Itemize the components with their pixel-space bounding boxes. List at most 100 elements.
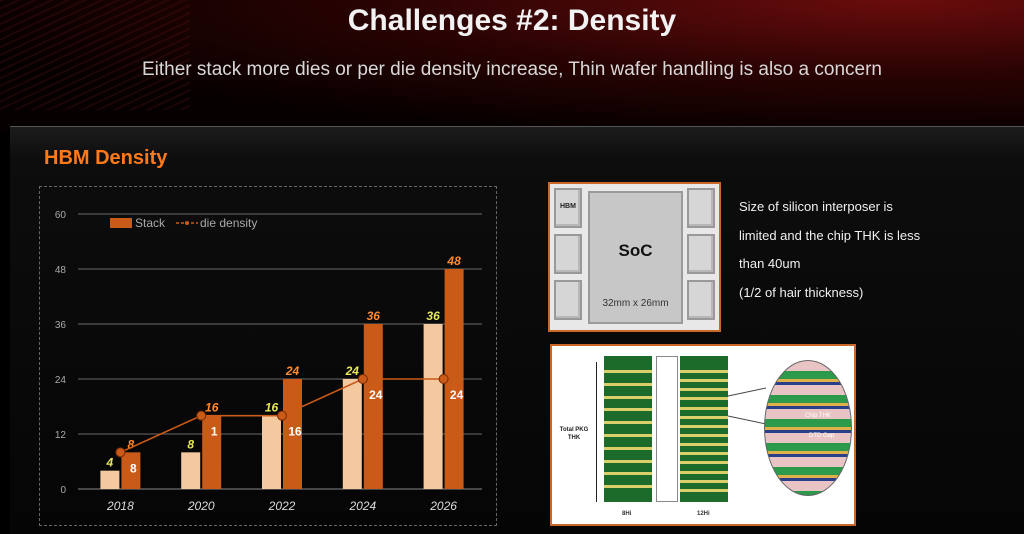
description-line: (1/2 of hair thickness) xyxy=(739,284,864,300)
hbm-density-chart: 0 12 24 36 48 60 4 8 2018 8 16 2020 16 24 2022 24 36 2024… xyxy=(39,186,497,526)
callout-lines xyxy=(728,387,767,425)
stack-label-12hi: 12Hi xyxy=(697,511,710,517)
die-density-point xyxy=(196,410,207,421)
section-title: HBM Density xyxy=(44,147,168,169)
description-line: limited and the chip THK is less xyxy=(739,227,921,243)
cross-section-detail: Chip THK DTD Gap xyxy=(764,360,852,496)
bar-stack-value-label: 48 xyxy=(446,254,461,268)
soc-size-label: 32mm x 26mm xyxy=(602,298,669,309)
y-tick-label: 12 xyxy=(55,430,67,441)
die-layer xyxy=(680,424,728,428)
die-layer xyxy=(680,443,728,447)
hbm-label: HBM xyxy=(560,203,576,210)
interposer-description: Size of silicon interposer is limited an… xyxy=(739,193,979,307)
dtd-gap-label: DTD Gap xyxy=(809,433,835,439)
y-tick-label: 36 xyxy=(55,320,67,331)
die-layer xyxy=(680,479,728,483)
die-layer xyxy=(604,421,652,425)
hbm-block xyxy=(687,188,715,228)
hbm-stack-8hi xyxy=(604,356,652,502)
base-die xyxy=(656,356,678,502)
legend-density-marker xyxy=(185,221,189,225)
die-density-label: 8 xyxy=(130,461,137,475)
die-density-point xyxy=(438,374,449,384)
die-layer xyxy=(604,485,652,489)
header-background xyxy=(0,0,1024,130)
description-line: than 40um xyxy=(739,256,801,271)
die-layer xyxy=(680,452,728,456)
legend-stack-label: Stack xyxy=(135,216,166,230)
soc-diagram: HBM SoC 32mm x 26mm xyxy=(548,182,721,332)
die-layer xyxy=(604,408,652,412)
slide-title: Challenges #2: Density xyxy=(347,4,677,37)
die-density-label: 16 xyxy=(288,425,302,439)
die-layer xyxy=(604,472,652,476)
die-layer xyxy=(604,434,652,437)
hbm-block xyxy=(687,234,715,274)
y-tick-label: 60 xyxy=(55,210,67,221)
x-tick-label: 2022 xyxy=(268,499,296,513)
soc-die: SoC 32mm x 26mm xyxy=(588,191,683,324)
y-tick-label: 0 xyxy=(60,485,66,496)
die-layer xyxy=(680,434,728,437)
bar-stack xyxy=(283,379,302,489)
bar-stack xyxy=(363,324,383,489)
legend-density-label: die density xyxy=(200,216,257,230)
hbm-block xyxy=(554,234,582,274)
chart-svg: 0122436486048201881620201624202224362024… xyxy=(55,210,482,513)
die-density-label: 1 xyxy=(211,425,218,439)
description-line: Size of silicon interposer is xyxy=(739,199,893,214)
bar-light-value-label: 24 xyxy=(345,364,360,378)
bar-stack xyxy=(121,452,141,489)
die-layer xyxy=(680,388,728,392)
die-layer xyxy=(680,397,728,401)
x-tick-label: 2024 xyxy=(348,499,376,513)
bar-stack-value-label: 36 xyxy=(367,309,381,323)
die-layer xyxy=(604,370,652,373)
die-density-label: 24 xyxy=(369,388,383,402)
bar-light xyxy=(342,379,362,489)
bar-light-value-label: 36 xyxy=(426,309,440,323)
slide-subtitle: Either stack more dies or per die densit… xyxy=(142,59,882,80)
package-thickness-diagram: Total PKG THK 8Hi 12Hi Chip THK DTD Gap xyxy=(550,344,856,526)
die-layer xyxy=(680,370,728,373)
total-pkg-label: Total PKG THK xyxy=(554,426,594,442)
die-layer xyxy=(680,406,728,410)
die-layer xyxy=(680,488,728,492)
hbm-stack-12hi xyxy=(680,356,728,502)
total-pkg-label-line: THK xyxy=(567,435,581,441)
die-density-label: 24 xyxy=(450,388,464,402)
x-tick-label: 2018 xyxy=(106,499,134,513)
hbm-block xyxy=(554,280,582,320)
die-layer xyxy=(680,470,728,474)
bar-stack-value-label: 16 xyxy=(205,401,219,415)
hbm-block xyxy=(687,280,715,320)
y-tick-label: 24 xyxy=(55,375,67,386)
bar-light-value-label: 4 xyxy=(106,456,114,470)
die-layer xyxy=(680,379,728,383)
stack-label-8hi: 8Hi xyxy=(622,511,632,517)
bar-stack-value-label: 8 xyxy=(128,437,135,451)
die-layer xyxy=(604,446,652,450)
soc-label: SoC xyxy=(618,241,653,260)
bar-light xyxy=(262,415,281,489)
die-density-point xyxy=(115,447,126,458)
die-layer xyxy=(680,461,728,465)
bar-light xyxy=(100,470,120,489)
bar-light-value-label: 16 xyxy=(265,401,279,415)
bar-stack-value-label: 24 xyxy=(285,364,300,378)
die-layer xyxy=(680,415,728,419)
chip-thk-label: Chip THK xyxy=(805,413,831,419)
die-layer xyxy=(604,459,652,463)
die-layer xyxy=(604,382,652,386)
bar-stack xyxy=(444,269,464,489)
bar-light xyxy=(181,452,201,489)
thickness-arrow xyxy=(596,362,597,502)
x-tick-label: 2020 xyxy=(187,499,215,513)
die-layer xyxy=(604,395,652,399)
die-density-point xyxy=(357,374,368,384)
legend-stack-swatch xyxy=(110,218,132,228)
decorative-lines xyxy=(0,0,190,110)
die-density-point xyxy=(277,410,287,421)
y-tick-label: 48 xyxy=(55,265,67,276)
